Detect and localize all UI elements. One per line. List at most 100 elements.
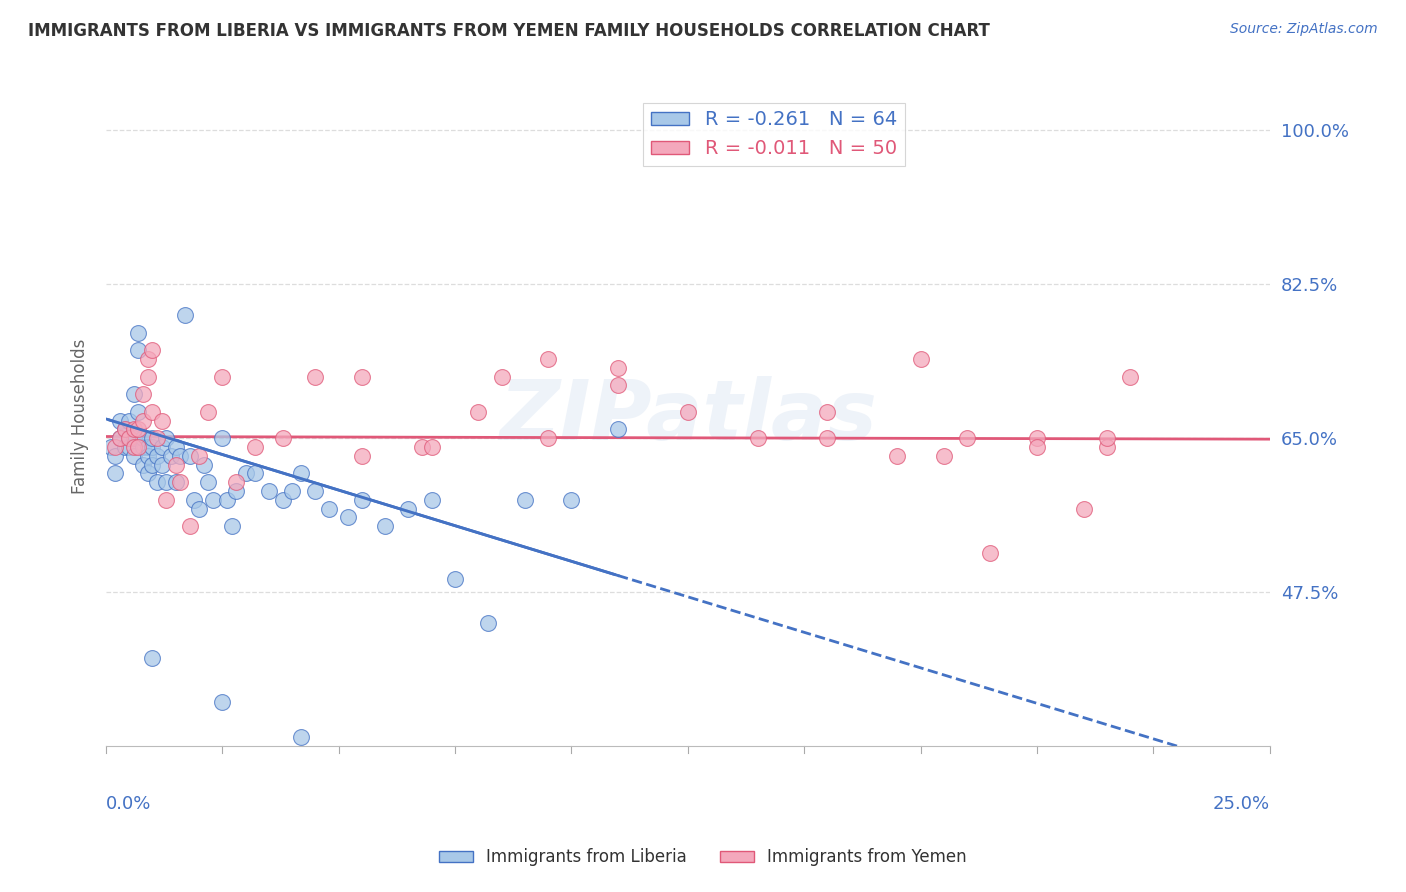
Point <box>537 352 560 367</box>
Point <box>910 352 932 367</box>
Point <box>243 440 266 454</box>
Legend: R = -0.261   N = 64, R = -0.011   N = 50: R = -0.261 N = 64, R = -0.011 N = 50 <box>643 103 905 166</box>
Point <box>560 492 582 507</box>
Point <box>128 343 150 358</box>
Point <box>169 449 191 463</box>
Point <box>118 440 141 454</box>
Point <box>1026 440 1049 454</box>
Point <box>150 458 173 472</box>
Point <box>118 414 141 428</box>
Point <box>100 440 122 454</box>
Point <box>225 475 247 490</box>
Point <box>146 431 169 445</box>
Point <box>114 422 136 436</box>
Point <box>136 440 159 454</box>
Point <box>304 369 326 384</box>
Point <box>243 467 266 481</box>
Point <box>477 615 499 630</box>
Point <box>1095 440 1118 454</box>
Point <box>374 519 396 533</box>
Point <box>1095 431 1118 445</box>
Point <box>607 422 630 436</box>
Point <box>956 431 979 445</box>
Point <box>108 431 131 445</box>
Point <box>221 519 243 533</box>
Point <box>420 440 443 454</box>
Point <box>290 467 312 481</box>
Point <box>271 492 294 507</box>
Point <box>420 492 443 507</box>
Point <box>160 449 183 463</box>
Point <box>179 449 201 463</box>
Point <box>108 431 131 445</box>
Point <box>136 369 159 384</box>
Point <box>318 501 340 516</box>
Point <box>932 449 955 463</box>
Point <box>398 501 420 516</box>
Point <box>136 449 159 463</box>
Point <box>155 475 177 490</box>
Point <box>150 440 173 454</box>
Point <box>211 431 233 445</box>
Text: IMMIGRANTS FROM LIBERIA VS IMMIGRANTS FROM YEMEN FAMILY HOUSEHOLDS CORRELATION C: IMMIGRANTS FROM LIBERIA VS IMMIGRANTS FR… <box>28 22 990 40</box>
Point <box>150 414 173 428</box>
Point <box>136 352 159 367</box>
Point <box>1026 431 1049 445</box>
Point <box>174 308 197 322</box>
Point <box>118 431 141 445</box>
Point <box>122 449 145 463</box>
Point <box>304 484 326 499</box>
Point <box>155 492 177 507</box>
Point <box>122 431 145 445</box>
Text: Source: ZipAtlas.com: Source: ZipAtlas.com <box>1230 22 1378 37</box>
Point <box>141 405 163 419</box>
Point <box>607 360 630 375</box>
Text: 25.0%: 25.0% <box>1212 795 1270 813</box>
Point <box>271 431 294 445</box>
Point <box>104 467 127 481</box>
Point <box>747 431 769 445</box>
Point <box>211 695 233 709</box>
Point <box>197 475 219 490</box>
Point <box>132 414 155 428</box>
Point <box>235 467 257 481</box>
Point <box>607 378 630 392</box>
Point <box>215 492 238 507</box>
Point <box>155 431 177 445</box>
Point <box>104 449 127 463</box>
Point <box>979 546 1001 560</box>
Point <box>183 492 205 507</box>
Point <box>350 369 373 384</box>
Point <box>225 484 247 499</box>
Point <box>114 422 136 436</box>
Point <box>350 449 373 463</box>
Legend: Immigrants from Liberia, Immigrants from Yemen: Immigrants from Liberia, Immigrants from… <box>433 842 973 873</box>
Point <box>491 369 513 384</box>
Point <box>336 510 359 524</box>
Point <box>290 731 312 745</box>
Point <box>1073 501 1095 516</box>
Point <box>128 440 150 454</box>
Point <box>114 440 136 454</box>
Point <box>467 405 489 419</box>
Point <box>193 458 215 472</box>
Point <box>118 431 141 445</box>
Point <box>132 458 155 472</box>
Text: ZIPatlas: ZIPatlas <box>499 376 877 457</box>
Point <box>128 422 150 436</box>
Point <box>188 449 211 463</box>
Y-axis label: Family Households: Family Households <box>72 339 89 494</box>
Point <box>146 449 169 463</box>
Point <box>817 431 839 445</box>
Point <box>122 387 145 401</box>
Point <box>141 431 163 445</box>
Point <box>411 440 433 454</box>
Point <box>537 431 560 445</box>
Point <box>444 572 467 586</box>
Point <box>108 414 131 428</box>
Point <box>676 405 699 419</box>
Point <box>169 475 191 490</box>
Point <box>211 369 233 384</box>
Point <box>281 484 304 499</box>
Point <box>141 458 163 472</box>
